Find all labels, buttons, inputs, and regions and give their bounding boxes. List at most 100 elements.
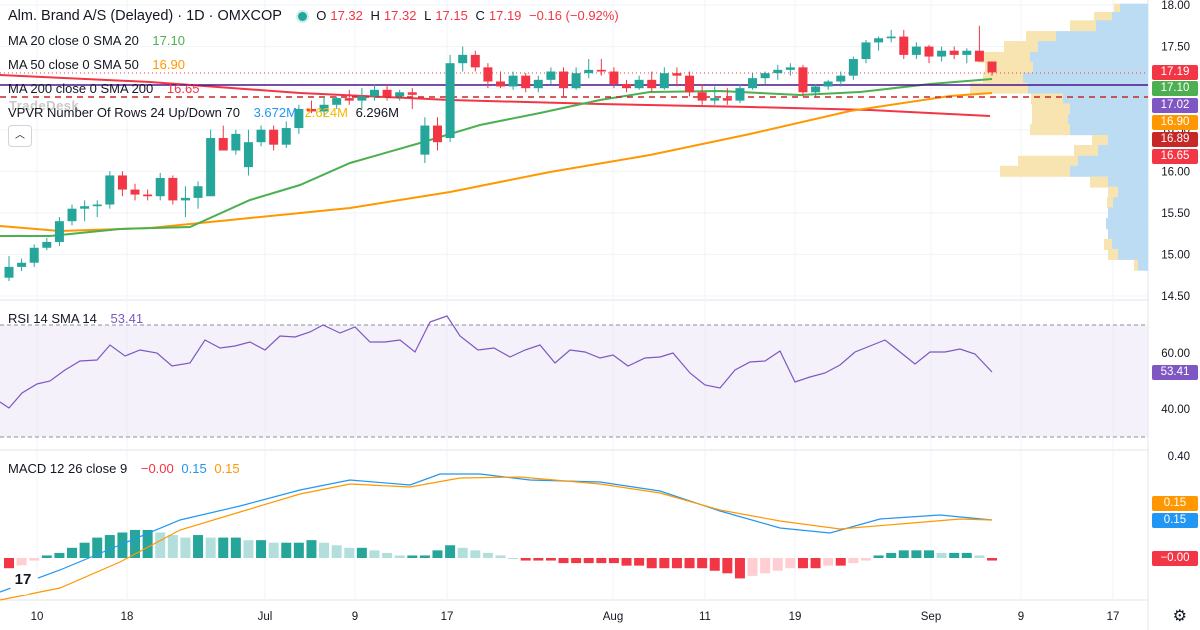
- candle-body: [369, 89, 379, 97]
- collapse-legend-button[interactable]: ︿: [8, 125, 32, 147]
- symbol-title[interactable]: Alm. Brand A/S (Delayed) · 1D · OMXCOP: [8, 8, 282, 24]
- macd-histogram-bar: [369, 550, 380, 558]
- ma200-label: MA 200 close 0 SMA 200: [8, 81, 154, 96]
- vpvr-up-bar: [1112, 238, 1148, 250]
- candle-body: [987, 61, 997, 73]
- macd-histogram-bar: [117, 532, 128, 558]
- time-axis-tick: 10: [31, 611, 44, 623]
- candle-body: [17, 262, 27, 267]
- candle-body: [395, 92, 405, 97]
- vpvr-up-bar: [1056, 31, 1148, 43]
- candle-body: [710, 98, 720, 101]
- candle-body: [823, 81, 833, 87]
- macd-histogram-bar: [848, 558, 859, 564]
- vpvr-up-bar: [1070, 165, 1148, 177]
- macd-histogram-bar: [533, 558, 544, 561]
- vpvr-down-bar: [985, 61, 1033, 73]
- vpvr-down-bar: [1107, 197, 1113, 209]
- candle-body: [470, 54, 480, 68]
- vpvr-up-bar: [1120, 3, 1148, 15]
- macd-histogram-bar: [29, 558, 40, 561]
- vpvr-up-bar: [1108, 135, 1148, 147]
- candle-body: [143, 194, 153, 197]
- macd-histogram-bar: [886, 552, 897, 558]
- vpvr-down-bar: [1090, 176, 1108, 188]
- macd-histogram-bar: [344, 547, 355, 558]
- candle-body: [672, 73, 682, 76]
- candle-body: [811, 86, 821, 93]
- macd-histogram-bar: [470, 550, 481, 558]
- macd-histogram-bar: [734, 558, 745, 579]
- vpvr-down-bar: [1004, 41, 1038, 53]
- macd-signal-label: 0.15: [1152, 496, 1198, 511]
- rsi-legend[interactable]: RSI 14 SMA 14 53.41: [8, 311, 147, 326]
- price-axis-tick: 18.00: [1161, 0, 1190, 12]
- macd-histogram-bar: [54, 552, 65, 558]
- candle-body: [29, 247, 39, 263]
- candle-body: [206, 138, 216, 197]
- macd-histogram-bar: [268, 542, 279, 558]
- macd-histogram-bar: [16, 558, 27, 566]
- macd-histogram-bar: [571, 558, 582, 564]
- ma200-legend[interactable]: MA 200 close 0 SMA 200 16.65: [8, 81, 203, 96]
- macd-legend[interactable]: MACD 12 26 close 9 −0.00 0.15 0.15: [8, 461, 244, 476]
- vpvr-legend[interactable]: VPVR Number Of Rows 24 Up/Down 70 3.672M…: [8, 105, 403, 120]
- ma50-legend[interactable]: MA 50 close 0 SMA 50 16.90: [8, 57, 189, 72]
- candle-body: [508, 75, 518, 87]
- vpvr-down-bar: [1000, 165, 1070, 177]
- vpvr-down: 2.624M: [304, 105, 348, 120]
- market-status-icon: [295, 10, 309, 24]
- candle-body: [848, 59, 858, 76]
- candle-body: [231, 133, 241, 151]
- candle-body: [584, 69, 594, 74]
- vpvr-up-bar: [1108, 207, 1148, 219]
- candle-body: [622, 83, 632, 89]
- settings-gear-icon[interactable]: ⚙: [1172, 608, 1187, 625]
- candle-body: [647, 79, 657, 89]
- macd-histogram-bar: [810, 558, 821, 569]
- macd-signal-value: 0.15: [214, 461, 240, 476]
- vpvr-up-bar: [1113, 197, 1148, 209]
- macd-histogram-bar: [646, 558, 657, 569]
- macd-histogram-bar: [356, 547, 367, 558]
- ohlc-close-label: C: [475, 8, 485, 23]
- ma50-label: MA 50 close 0 SMA 50: [8, 57, 139, 72]
- time-axis-tick: 18: [121, 611, 134, 623]
- price-axis-tick: 15.50: [1161, 208, 1190, 220]
- macd-histogram-bar: [445, 545, 456, 558]
- vpvr-down-bar: [1134, 259, 1138, 271]
- macd-histogram-bar: [608, 558, 619, 564]
- candle-body: [256, 129, 266, 143]
- candle-body: [269, 129, 279, 145]
- candle-body: [332, 98, 342, 105]
- chart-header: Alm. Brand A/S (Delayed) · 1D · OMXCOP O…: [8, 8, 623, 24]
- vpvr-down-bar: [970, 82, 1028, 94]
- tradingview-logo-icon[interactable]: 17: [8, 565, 38, 595]
- vpvr-up-bar: [1118, 186, 1148, 198]
- macd-histogram-bar: [382, 552, 393, 558]
- candle-body: [155, 177, 165, 197]
- macd-histogram-bar: [130, 529, 141, 558]
- macd-histogram-bar: [319, 542, 330, 558]
- price-axis-tick: 14.50: [1161, 291, 1190, 303]
- vpvr-down-bar: [983, 72, 1023, 84]
- macd-histogram-bar: [621, 558, 632, 566]
- rsi-price-label: 53.41: [1152, 365, 1198, 380]
- macd-histogram-bar: [558, 558, 569, 564]
- candle-body: [924, 46, 934, 57]
- macd-histogram-bar: [987, 558, 997, 561]
- ma20-legend[interactable]: MA 20 close 0 SMA 20 17.10: [8, 33, 189, 48]
- macd-histogram-bar: [596, 558, 607, 564]
- vpvr-down-bar: [1032, 103, 1070, 115]
- vpvr-down-bar: [1104, 238, 1112, 250]
- candle-body: [949, 50, 959, 55]
- watermark: TradeDesk: [9, 98, 80, 113]
- macd-histogram-bar: [218, 537, 229, 558]
- vpvr-down-bar: [1026, 31, 1056, 43]
- vpvr-up-bar: [1023, 72, 1148, 84]
- candle-body: [962, 50, 972, 55]
- candle-body: [559, 71, 569, 89]
- macd-histogram-bar: [709, 558, 720, 571]
- macd-histogram-bar: [293, 542, 304, 558]
